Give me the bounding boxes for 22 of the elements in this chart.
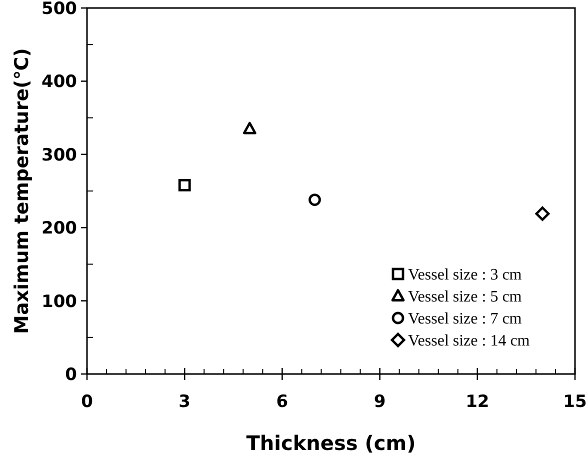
x-tick-label: 0 [81,392,94,412]
point [178,178,191,192]
y-tick-label: 200 [42,218,78,239]
legend-label: Vessel size : 5 cm [408,288,522,306]
y-tick-label: 400 [42,72,78,92]
x-tick-label: 15 [563,392,587,412]
x-tick-label: 6 [276,392,288,412]
x-axis-title: Thickness (cm) [246,431,416,455]
y-tick-label: 500 [42,0,78,19]
legend-label: Vessel size : 7 cm [408,310,522,328]
legend-label: Vessel size : 14 cm [408,332,530,350]
x-tick-label: 3 [178,392,191,412]
y-tick-label: 0 [65,364,78,385]
x-tick-label: 12 [466,392,490,412]
point [242,122,256,134]
x-tick-label: 9 [374,392,386,412]
y-axis-title: Maximum temperature(℃) [11,48,33,334]
legend-label: Vessel size : 3 cm [408,266,522,284]
point [308,194,321,206]
y-tick-label: 300 [42,145,78,166]
y-tick-label: 100 [42,292,78,312]
point [535,206,550,221]
